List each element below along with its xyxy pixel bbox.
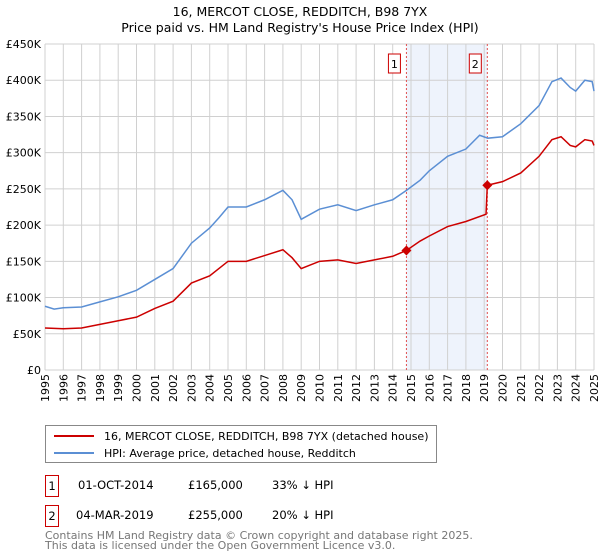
x-tick-label: 2010 [314, 374, 327, 402]
hpi-line [44, 77, 595, 310]
price-chart: 1995 1996 1997 1998 1999 2000 2001 2002 2003 2004… [6, 38, 600, 402]
y-tick-label: £100K [6, 292, 42, 305]
x-tick-label: 2007 [259, 374, 272, 402]
legend-label-property: 16, MERCOT CLOSE, REDDITCH, B98 7YX (det… [104, 429, 429, 443]
x-tick-label: 2024 [570, 374, 583, 402]
footer-line-1: Contains HM Land Registry data © Crown c… [45, 529, 473, 542]
sale-marker-badge: 2 [45, 505, 59, 527]
sale-hpi-diff: 20% ↓ HPI [272, 508, 334, 522]
x-tick-label: 2025 [588, 374, 600, 402]
x-tick-label: 1996 [57, 374, 70, 402]
sale-period-shade [406, 44, 488, 370]
sale-label-box [468, 53, 482, 74]
sale-price: £255,000 [188, 508, 243, 522]
footer: Contains HM Land Registry data © Crown c… [45, 529, 473, 552]
sale-price: £165,000 [188, 478, 243, 492]
sale-date: 04-MAR-2019 [76, 508, 154, 522]
sale-point [482, 180, 493, 191]
x-tick-label: 2022 [533, 374, 546, 402]
y-tick-label: £150K [6, 255, 42, 268]
x-tick-label: 1997 [76, 374, 89, 402]
x-tick-label: 2013 [368, 374, 381, 402]
x-tick-label: 2009 [295, 374, 308, 402]
x-tick-label: 1995 [39, 374, 52, 402]
y-tick-label: £300K [6, 147, 42, 160]
property-price-line [44, 135, 595, 330]
legend: 16, MERCOT CLOSE, REDDITCH, B98 7YX (det… [45, 425, 437, 463]
y-tick-label: £50K [13, 328, 42, 341]
x-tick-label: 2017 [442, 374, 455, 402]
legend-swatch-property [54, 435, 94, 437]
sale-hpi-diff: 33% ↓ HPI [272, 478, 334, 492]
x-tick-label: 2023 [551, 374, 564, 402]
chart-title: 16, MERCOT CLOSE, REDDITCH, B98 7YX [172, 4, 428, 19]
x-tick-label: 2016 [423, 374, 436, 402]
footer-line-2: This data is licensed under the Open Gov… [45, 539, 396, 552]
x-tick-label: 1999 [112, 374, 125, 402]
x-tick-label: 2005 [222, 374, 235, 402]
chart-subtitle: Price paid vs. HM Land Registry's House … [121, 20, 479, 35]
legend-swatch-hpi [54, 452, 94, 454]
x-tick-label: 2002 [167, 374, 180, 402]
y-tick-label: £450K [6, 38, 42, 51]
x-tick-label: 2008 [277, 374, 290, 402]
sale-label: 2 [472, 58, 479, 71]
x-tick-label: 1998 [94, 374, 107, 402]
x-tick-label: 2004 [204, 374, 217, 402]
x-tick-label: 2011 [332, 374, 345, 402]
legend-label-hpi: HPI: Average price, detached house, Redd… [104, 446, 356, 460]
sale-label: 1 [391, 58, 398, 71]
x-tick-label: 2000 [131, 374, 144, 402]
y-tick-label: £0 [27, 364, 41, 377]
x-tick-label: 2019 [478, 374, 491, 402]
y-tick-label: £250K [6, 183, 42, 196]
x-tick-label: 2018 [460, 374, 473, 402]
x-tick-label: 2015 [405, 374, 418, 402]
x-tick-label: 2014 [387, 374, 400, 402]
x-tick-label: 2012 [350, 374, 363, 402]
x-tick-label: 2021 [515, 374, 528, 402]
y-tick-label: £400K [6, 74, 42, 87]
y-tick-label: £350K [6, 110, 42, 123]
y-tick-label: £200K [6, 219, 42, 232]
sale-date: 01-OCT-2014 [78, 478, 154, 492]
x-tick-label: 2003 [185, 374, 198, 402]
x-tick-label: 2006 [240, 374, 253, 402]
x-tick-label: 2020 [497, 374, 510, 402]
sale-label-box [387, 53, 401, 74]
x-tick-label: 2001 [149, 374, 162, 402]
sale-marker-badge: 1 [45, 475, 59, 497]
sale-point [401, 245, 412, 256]
